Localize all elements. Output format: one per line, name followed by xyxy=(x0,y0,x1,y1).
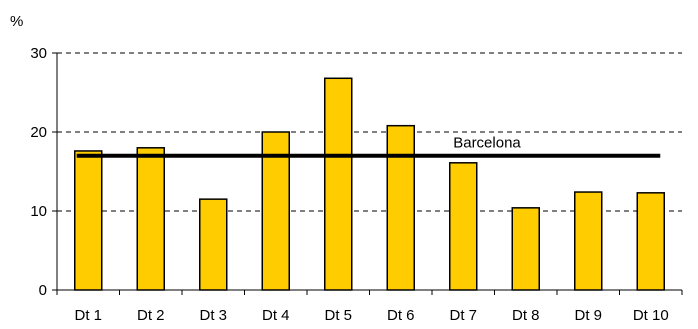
x-tick-label: Dt 5 xyxy=(324,307,352,324)
x-tick-label: Dt 9 xyxy=(574,307,602,324)
bar-dt-2 xyxy=(136,147,165,291)
x-tick-labels: Dt 1 Dt 2 Dt 3 Dt 4 Dt 5 Dt 6 Dt 7 Dt 8 Dt 9 Dt 1… xyxy=(74,307,668,324)
y-tick-label: 0 xyxy=(39,282,47,299)
bar-dt-4 xyxy=(261,131,290,291)
bars xyxy=(74,77,665,291)
bar-dt-3 xyxy=(199,198,228,291)
y-tick-label: 30 xyxy=(30,45,47,62)
x-tick-label: Dt 8 xyxy=(512,307,540,324)
y-tick-label: 10 xyxy=(30,203,47,220)
x-tick-label: Dt 4 xyxy=(262,307,290,324)
x-tick-label: Dt 2 xyxy=(137,307,165,324)
x-tick-label: Dt 6 xyxy=(387,307,415,324)
x-tick-label: Dt 1 xyxy=(74,307,102,324)
axes xyxy=(52,52,683,295)
x-tick-label: Dt 3 xyxy=(199,307,227,324)
bar-dt-5 xyxy=(324,77,353,291)
reference-line-group: Barcelona xyxy=(76,135,661,158)
bar-dt-9 xyxy=(574,191,603,291)
bar-dt-6 xyxy=(386,124,415,291)
y-tick-label: 20 xyxy=(30,124,47,141)
y-axis-unit-label: % xyxy=(10,13,23,30)
bar-dt-10 xyxy=(636,192,665,291)
bar-dt-7 xyxy=(449,162,478,291)
x-tick-label: Dt 10 xyxy=(633,307,669,324)
bar-dt-1 xyxy=(74,150,103,291)
reference-line-label: Barcelona xyxy=(453,135,521,152)
x-tick-label: Dt 7 xyxy=(449,307,477,324)
y-tick-labels: 0 10 20 30 xyxy=(30,45,47,299)
bar-dt-8 xyxy=(511,207,540,291)
